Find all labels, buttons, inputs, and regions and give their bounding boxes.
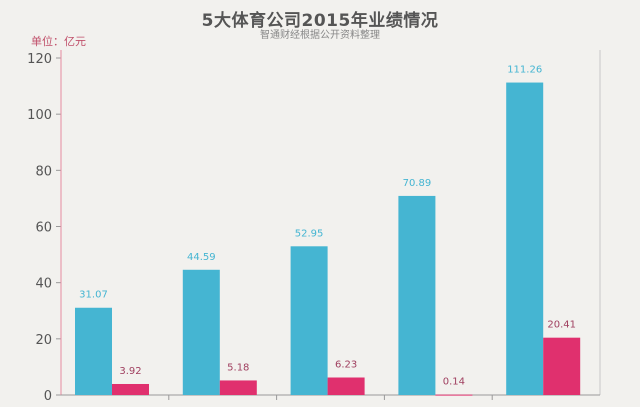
bar-series-1 <box>75 307 112 395</box>
data-label: 70.89 <box>403 178 432 189</box>
bar-series-1 <box>506 82 544 395</box>
data-label: 3.92 <box>119 366 141 377</box>
y-tick-label: 80 <box>35 164 52 179</box>
bar-series-1 <box>182 269 220 395</box>
y-tick-label: 40 <box>35 277 52 292</box>
bar-series-2 <box>327 377 365 395</box>
bar-series-2 <box>543 337 581 395</box>
bar-series-2 <box>435 394 473 396</box>
unit-label: 单位：亿元 <box>31 35 86 48</box>
y-tick-label: 100 <box>27 108 52 123</box>
bar-series-2 <box>219 380 257 395</box>
bar-series-1 <box>398 195 436 395</box>
y-tick-label: 60 <box>35 221 52 236</box>
data-label: 20.41 <box>547 320 576 331</box>
y-tick-label: 120 <box>27 52 52 67</box>
bar-series-1 <box>290 246 328 395</box>
data-label: 6.23 <box>335 360 357 371</box>
data-label: 111.26 <box>507 65 542 76</box>
bar-series-2 <box>112 383 149 395</box>
data-label: 31.07 <box>79 290 108 301</box>
chart-title: 5大体育公司2015年业绩情况 <box>201 11 439 31</box>
chart-subtitle: 智通财经根据公开资料整理 <box>260 30 380 41</box>
data-label: 44.59 <box>187 252 216 263</box>
data-label: 5.18 <box>227 362 249 373</box>
data-label: 52.95 <box>295 228 324 239</box>
y-tick-label: 0 <box>44 389 52 404</box>
y-tick-label: 20 <box>35 333 52 348</box>
data-label: 0.14 <box>443 377 465 388</box>
